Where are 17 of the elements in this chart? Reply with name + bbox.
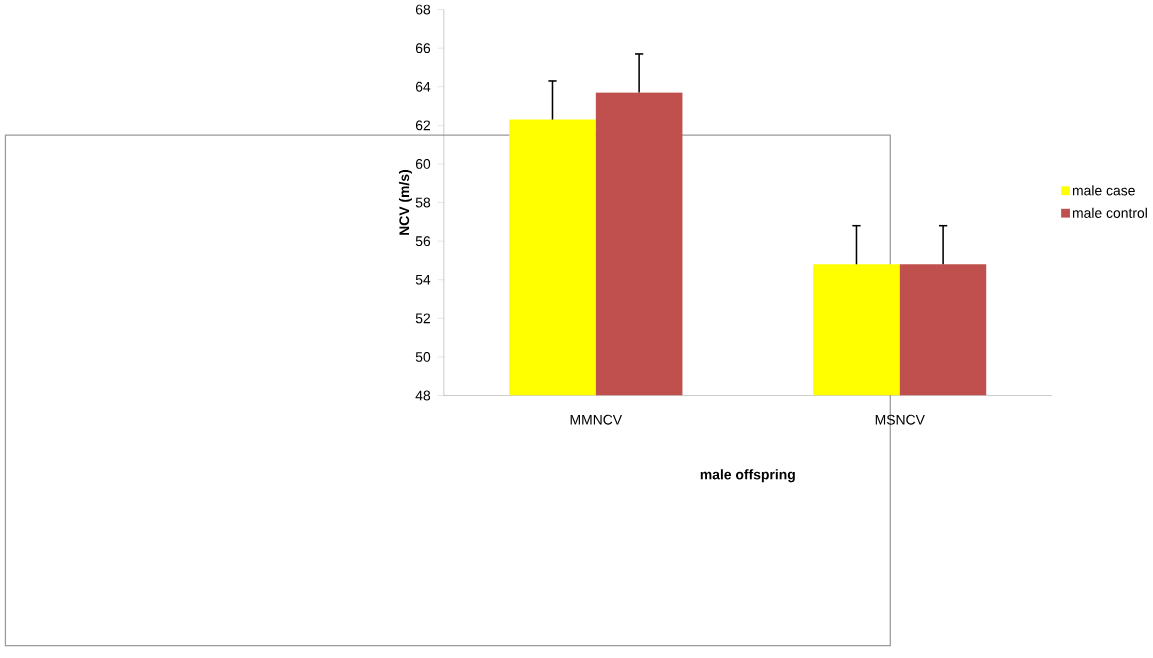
y-tick-label: 58	[415, 197, 431, 208]
y-tick-label: 50	[415, 352, 431, 362]
y-tick-label: 68	[415, 4, 431, 15]
legend-label: male case	[1072, 185, 1135, 196]
y-tick-label: 54	[415, 274, 431, 285]
y-axis-title: NCV (m/s)	[398, 169, 412, 235]
y-tick-label: 48	[415, 390, 431, 401]
y-tick-label: 62	[415, 120, 431, 131]
y-tick-label: 66	[415, 43, 431, 54]
y-tick-label: 64	[415, 81, 431, 92]
x-tick-label: MMNCV	[570, 414, 623, 425]
y-tick-label: 52	[415, 313, 431, 324]
y-tick-label: 56	[415, 236, 431, 247]
legend-label: male control	[1072, 207, 1147, 218]
x-tick-label: MSNCV	[875, 414, 925, 425]
y-tick-label: 60	[415, 159, 431, 169]
x-axis-title: male offspring	[700, 469, 795, 483]
